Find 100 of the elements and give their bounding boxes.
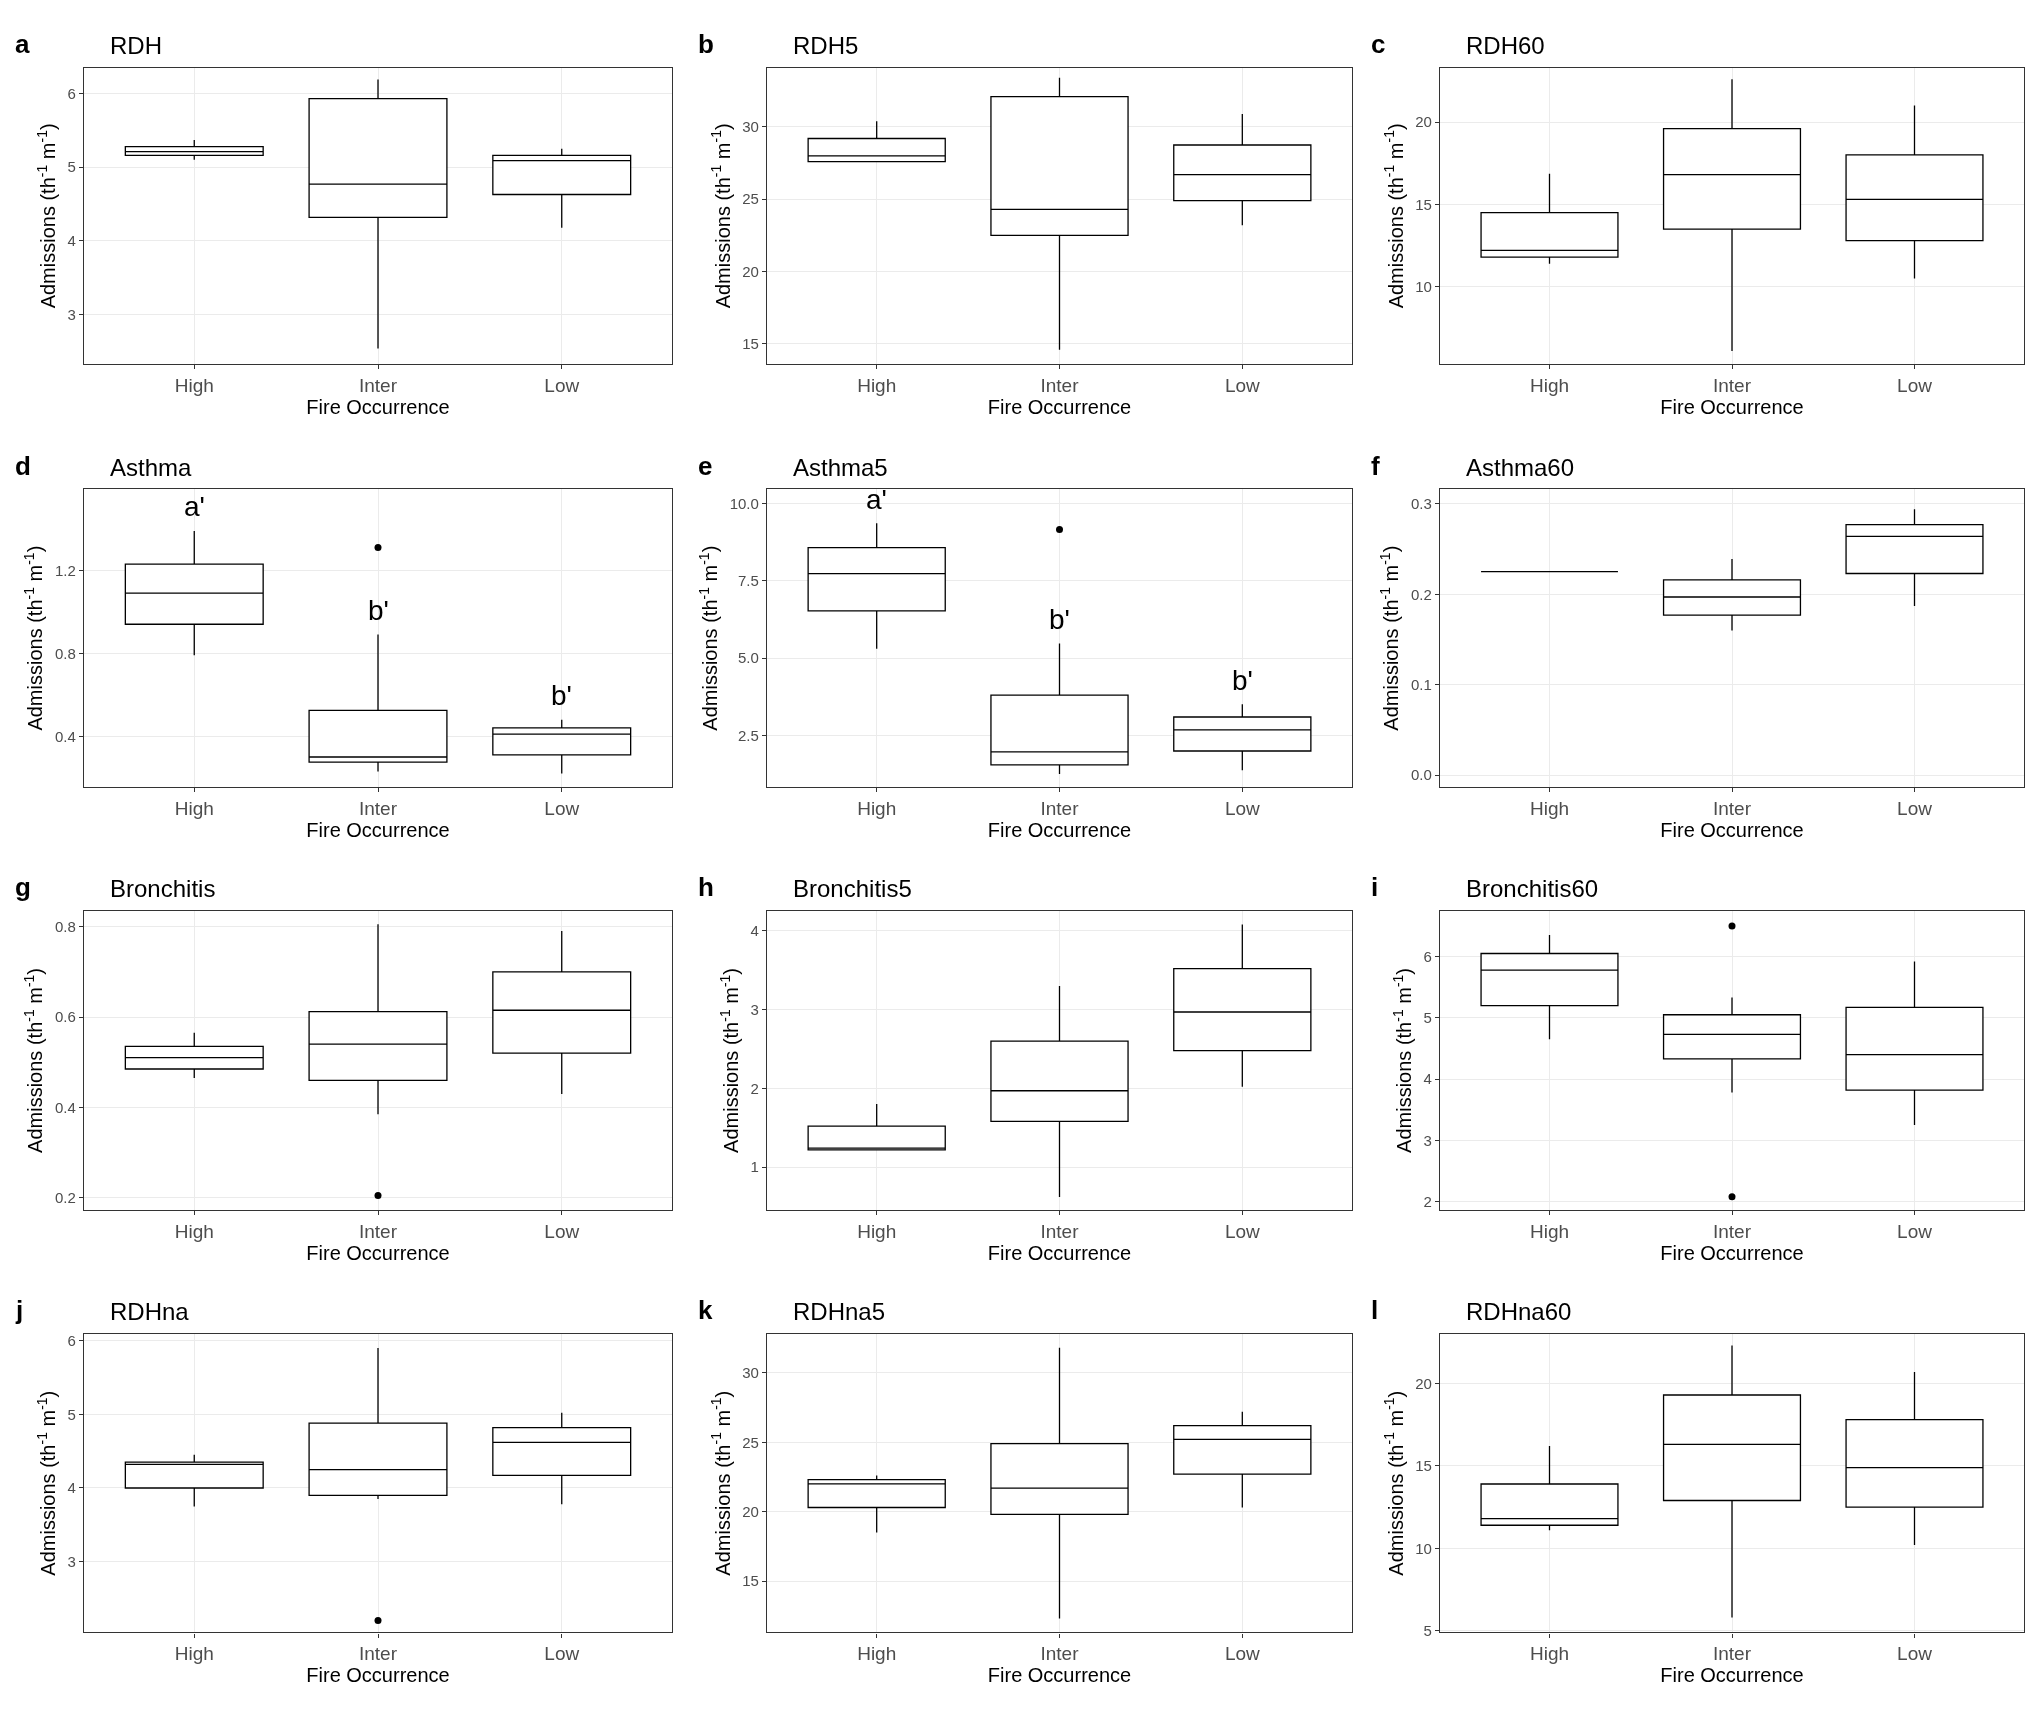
- y-tick-label: 4: [750, 922, 759, 940]
- text: k: [698, 1295, 713, 1325]
- x-tick-label: High: [1529, 375, 1570, 397]
- x-tick-label: Inter: [1040, 797, 1080, 819]
- x-tick-label: High: [1529, 797, 1570, 819]
- y-tick-label: 6: [67, 84, 76, 102]
- chart-title: RDHna60: [1466, 1298, 1572, 1325]
- annotation: a': [866, 484, 887, 515]
- y-tick-label: 20: [742, 262, 759, 280]
- text: l: [1371, 1295, 1379, 1325]
- x-tick-label: High: [174, 375, 214, 397]
- y-tick-label: 3: [67, 305, 76, 323]
- y-tick-label: 0.4: [54, 727, 76, 745]
- x-tick-label: Low: [1224, 797, 1261, 819]
- y-tick-label: 1.2: [54, 561, 76, 579]
- chart-title: RDH5: [793, 32, 859, 59]
- x-tick-label: High: [174, 797, 214, 819]
- text: j: [15, 1295, 24, 1325]
- x-tick-label: Inter: [1712, 375, 1752, 397]
- y-tick-label: 4: [67, 232, 76, 250]
- chart-title: RDH60: [1466, 32, 1545, 59]
- y-tick-label: 2: [1423, 1192, 1432, 1210]
- x-axis-title: Fire Occurrence: [306, 818, 450, 841]
- x-axis-title: Fire Occurrence: [987, 818, 1132, 841]
- x-tick-label: High: [1529, 1643, 1570, 1665]
- y-tick-label: 15: [742, 1572, 759, 1590]
- x-tick-label: High: [857, 797, 897, 819]
- y-tick-label: 4: [67, 1479, 76, 1497]
- chart-title: RDHna: [110, 1298, 190, 1325]
- y-tick-label: 2: [750, 1079, 759, 1097]
- y-tick-label: 25: [742, 1433, 759, 1451]
- y-tick-label: 10: [1415, 1539, 1432, 1557]
- chart-title: Asthma5: [793, 454, 888, 481]
- x-tick-label: Inter: [1040, 375, 1080, 397]
- text: e: [698, 451, 713, 481]
- x-tick-label: Inter: [1712, 1220, 1752, 1242]
- y-tick-label: 1: [750, 1158, 759, 1176]
- text: g: [15, 872, 31, 902]
- x-axis-title: Fire Occurrence: [1660, 818, 1804, 841]
- x-tick-label: Inter: [358, 1220, 398, 1242]
- x-tick-label: Inter: [1712, 1643, 1752, 1665]
- text: c: [1371, 29, 1386, 59]
- x-tick-label: Low: [1224, 375, 1261, 397]
- x-tick-label: Low: [1897, 1643, 1933, 1665]
- x-axis-title: Fire Occurrence: [1660, 396, 1804, 419]
- x-tick-label: Inter: [358, 797, 398, 819]
- x-tick-label: High: [857, 1220, 897, 1242]
- x-tick-label: Low: [544, 375, 580, 397]
- x-axis-title: Fire Occurrence: [306, 1664, 450, 1687]
- chart-title: Bronchitis60: [1466, 875, 1599, 902]
- y-tick-label: 5: [67, 158, 76, 176]
- y-tick-label: 5: [1423, 1622, 1432, 1640]
- x-tick-label: Low: [544, 1643, 580, 1665]
- y-tick-label: 15: [1415, 1457, 1432, 1475]
- x-axis-title: Fire Occurrence: [306, 1241, 450, 1264]
- text: d: [15, 451, 31, 481]
- x-axis-title: Fire Occurrence: [1660, 1664, 1804, 1687]
- text: a: [15, 29, 30, 59]
- y-tick-label: 0.8: [54, 644, 76, 662]
- y-tick-label: 10.0: [729, 494, 759, 512]
- y-tick-label: 0.8: [54, 917, 76, 935]
- chart-title: RDHna5: [793, 1298, 886, 1325]
- x-tick-label: High: [1529, 1220, 1570, 1242]
- text: i: [1371, 872, 1379, 902]
- y-tick-label: 0.2: [1410, 585, 1432, 603]
- y-tick-label: 20: [742, 1502, 759, 1520]
- x-tick-label: Inter: [358, 375, 398, 397]
- chart-title: Asthma: [110, 454, 193, 481]
- text: b: [698, 29, 714, 59]
- chart-title: RDH: [110, 32, 162, 59]
- x-tick-label: Low: [544, 797, 580, 819]
- y-tick-label: 15: [1415, 195, 1432, 213]
- x-tick-label: High: [857, 1643, 897, 1665]
- y-tick-label: 0.4: [54, 1098, 76, 1116]
- annotation: a': [184, 491, 205, 522]
- x-tick-label: Low: [1224, 1220, 1261, 1242]
- y-tick-label: 0.1: [1410, 675, 1432, 693]
- x-tick-label: Inter: [1040, 1220, 1080, 1242]
- y-tick-label: 3: [67, 1552, 76, 1570]
- y-tick-label: 3: [1423, 1131, 1432, 1149]
- chart-title: Bronchitis: [110, 875, 216, 902]
- x-tick-label: High: [174, 1220, 214, 1242]
- x-tick-label: Low: [544, 1220, 580, 1242]
- y-tick-label: 25: [742, 190, 759, 208]
- x-tick-label: High: [174, 1643, 214, 1665]
- x-axis-title: Fire Occurrence: [987, 1241, 1132, 1264]
- y-tick-label: 0.6: [54, 1008, 76, 1026]
- x-tick-label: High: [857, 375, 897, 397]
- x-tick-label: Inter: [358, 1643, 398, 1665]
- x-axis-title: Fire Occurrence: [306, 396, 450, 419]
- annotation: b': [368, 595, 389, 626]
- y-tick-label: 0.0: [1410, 766, 1432, 784]
- y-tick-label: 5: [67, 1405, 76, 1423]
- text: f: [1371, 451, 1380, 481]
- x-tick-label: Inter: [1712, 797, 1752, 819]
- y-tick-label: 5.0: [737, 649, 759, 667]
- y-tick-label: 30: [742, 118, 759, 136]
- x-tick-label: Low: [1897, 797, 1933, 819]
- annotation: b': [551, 680, 572, 711]
- annotation: b': [1049, 604, 1070, 635]
